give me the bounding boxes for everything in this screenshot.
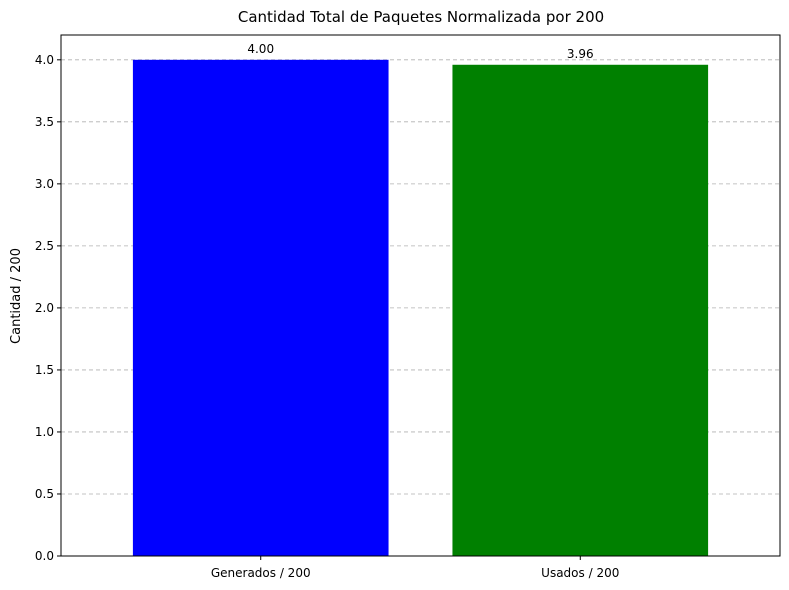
y-tick-label: 1.5 (35, 363, 54, 377)
chart-title: Cantidad Total de Paquetes Normalizada p… (238, 8, 604, 26)
bars (132, 59, 709, 557)
y-tick-label: 4.0 (35, 53, 54, 67)
data-labels: 4.00 3.96 (247, 42, 593, 61)
data-label: 3.96 (567, 47, 594, 61)
bar (452, 64, 709, 557)
y-tick-label: 0.5 (35, 487, 54, 501)
plot-frame (60, 34, 781, 557)
y-tick-label: 1.0 (35, 425, 54, 439)
x-tick-label: Generados / 200 (211, 566, 311, 580)
y-tick-label: 3.5 (35, 115, 54, 129)
data-label: 4.00 (247, 42, 274, 56)
x-tick-label: Usados / 200 (541, 566, 619, 580)
y-tick-label: 2.0 (35, 301, 54, 315)
bar (132, 59, 389, 557)
y-tick-label: 2.5 (35, 239, 54, 253)
y-tick-label: 3.0 (35, 177, 54, 191)
y-axis-title: Cantidad / 200 (9, 248, 24, 344)
x-axis-ticks: Generados / 200 Usados / 200 (211, 556, 619, 580)
y-axis-ticks: 0.0 0.5 1.0 1.5 2.0 2.5 3.0 3.5 4.0 (35, 53, 61, 563)
y-tick-label: 0.0 (35, 549, 54, 563)
